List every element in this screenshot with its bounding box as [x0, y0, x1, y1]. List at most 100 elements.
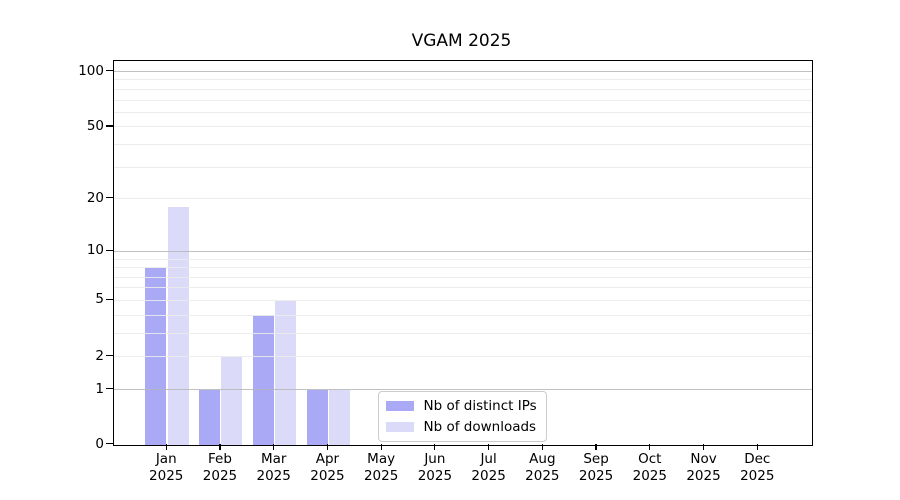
y-tick-label: 10: [86, 242, 104, 259]
y-tick-mark: [106, 298, 113, 301]
y-tick-mark: [106, 69, 113, 72]
gridline-minor: [113, 299, 812, 301]
x-tick-month: Mar: [260, 451, 287, 467]
bar-distinct-ips-feb: [199, 389, 221, 445]
bar-downloads-feb: [221, 356, 243, 445]
x-tick-mark: [595, 443, 597, 450]
x-tick-label-nov: Nov 2025: [672, 451, 736, 484]
gridline-major: [113, 389, 812, 391]
bar-distinct-ips-jan: [145, 267, 167, 445]
legend: Nb of distinct IPs Nb of downloads: [377, 390, 547, 442]
y-tick-mark: [106, 442, 113, 445]
x-tick-month: Jan: [155, 451, 177, 467]
bar-downloads-jan: [167, 207, 189, 445]
x-tick-month: Jun: [424, 451, 446, 467]
y-tick-label: 100: [78, 62, 104, 79]
x-tick-year: 2025: [363, 467, 399, 484]
x-tick-year: 2025: [417, 467, 453, 484]
x-tick-label-sep: Sep 2025: [564, 451, 628, 484]
x-tick-mark: [326, 443, 328, 450]
gridline-minor: [113, 267, 812, 269]
x-tick-year: 2025: [632, 467, 667, 484]
gridline-minor: [113, 166, 812, 168]
gridline-minor: [113, 276, 812, 278]
x-tick-month: Jul: [480, 451, 497, 467]
y-tick-mark: [106, 125, 113, 127]
x-tick-month: Dec: [744, 451, 771, 467]
x-tick-month: May: [367, 451, 396, 467]
legend-swatch-downloads: [385, 421, 414, 432]
legend-row-downloads: Nb of downloads: [385, 418, 538, 435]
gridline-minor: [113, 79, 812, 81]
y-tick-label: 2: [95, 347, 104, 364]
x-tick-mark: [219, 443, 221, 450]
legend-label-downloads: Nb of downloads: [423, 418, 537, 435]
y-tick-label: 0: [95, 435, 104, 452]
x-tick-year: 2025: [740, 467, 775, 484]
gridline-minor: [113, 144, 812, 146]
x-tick-year: 2025: [202, 467, 238, 484]
legend-swatch-distinct-ips: [385, 400, 414, 411]
x-tick-label-jan: Jan 2025: [134, 451, 198, 484]
legend-label-distinct-ips: Nb of distinct IPs: [423, 397, 537, 414]
x-tick-month: Feb: [208, 451, 232, 467]
bar-downloads-apr: [328, 389, 350, 445]
x-tick-label-jun: Jun 2025: [403, 451, 467, 484]
x-tick-year: 2025: [686, 467, 721, 484]
x-tick-label-apr: Apr 2025: [295, 451, 359, 484]
x-tick-month: Sep: [583, 451, 609, 467]
x-tick-year: 2025: [471, 467, 506, 484]
y-tick-label: 1: [95, 380, 104, 397]
x-tick-mark: [488, 443, 490, 450]
y-tick-label: 5: [95, 291, 104, 308]
bar-distinct-ips-mar: [252, 315, 274, 445]
y-tick-label: 20: [86, 189, 104, 206]
x-tick-label-oct: Oct 2025: [618, 451, 682, 484]
bar-distinct-ips-apr: [306, 389, 328, 445]
x-tick-label-mar: Mar 2025: [242, 451, 306, 484]
bar-downloads-mar: [275, 300, 297, 445]
legend-row-distinct-ips: Nb of distinct IPs: [385, 397, 538, 414]
gridline-major: [113, 71, 812, 72]
x-tick-month: Apr: [315, 451, 340, 467]
x-tick-month: Aug: [529, 451, 556, 467]
gridline-minor: [113, 287, 812, 289]
x-tick-label-feb: Feb 2025: [188, 451, 252, 484]
x-tick-mark: [380, 443, 382, 450]
gridline-minor: [113, 99, 812, 101]
y-tick-mark: [106, 197, 113, 199]
x-tick-mark: [434, 443, 436, 450]
x-tick-year: 2025: [256, 467, 291, 484]
x-tick-mark: [273, 443, 275, 450]
plot-area: Nb of distinct IPs Nb of downloads: [112, 59, 813, 446]
gridline-minor: [113, 88, 812, 90]
x-tick-year: 2025: [310, 467, 345, 484]
x-tick-label-may: May 2025: [349, 451, 413, 484]
x-tick-mark: [165, 443, 167, 450]
x-tick-label-dec: Dec 2025: [725, 451, 789, 484]
x-tick-mark: [649, 443, 651, 450]
y-tick-mark: [106, 355, 113, 357]
x-tick-month: Nov: [690, 451, 717, 467]
x-tick-month: Oct: [638, 451, 662, 467]
x-tick-label-aug: Aug 2025: [510, 451, 574, 484]
gridline-minor: [113, 314, 812, 316]
x-tick-year: 2025: [525, 467, 560, 484]
gridline-minor: [113, 258, 812, 260]
x-tick-mark: [756, 443, 758, 450]
y-tick-label: 50: [86, 117, 104, 134]
x-tick-mark: [541, 443, 543, 450]
x-tick-mark: [702, 443, 705, 450]
x-tick-year: 2025: [578, 467, 614, 484]
x-tick-label-jul: Jul 2025: [457, 451, 521, 484]
y-tick-mark: [106, 249, 113, 251]
chart-title: VGAM 2025: [411, 31, 512, 51]
y-tick-mark: [106, 387, 113, 390]
gridline-minor: [113, 126, 812, 128]
gridline-minor: [113, 332, 812, 334]
gridline-minor: [113, 111, 812, 113]
gridline-major: [113, 250, 812, 252]
gridline-minor: [113, 356, 812, 358]
gridline-minor: [113, 198, 812, 200]
